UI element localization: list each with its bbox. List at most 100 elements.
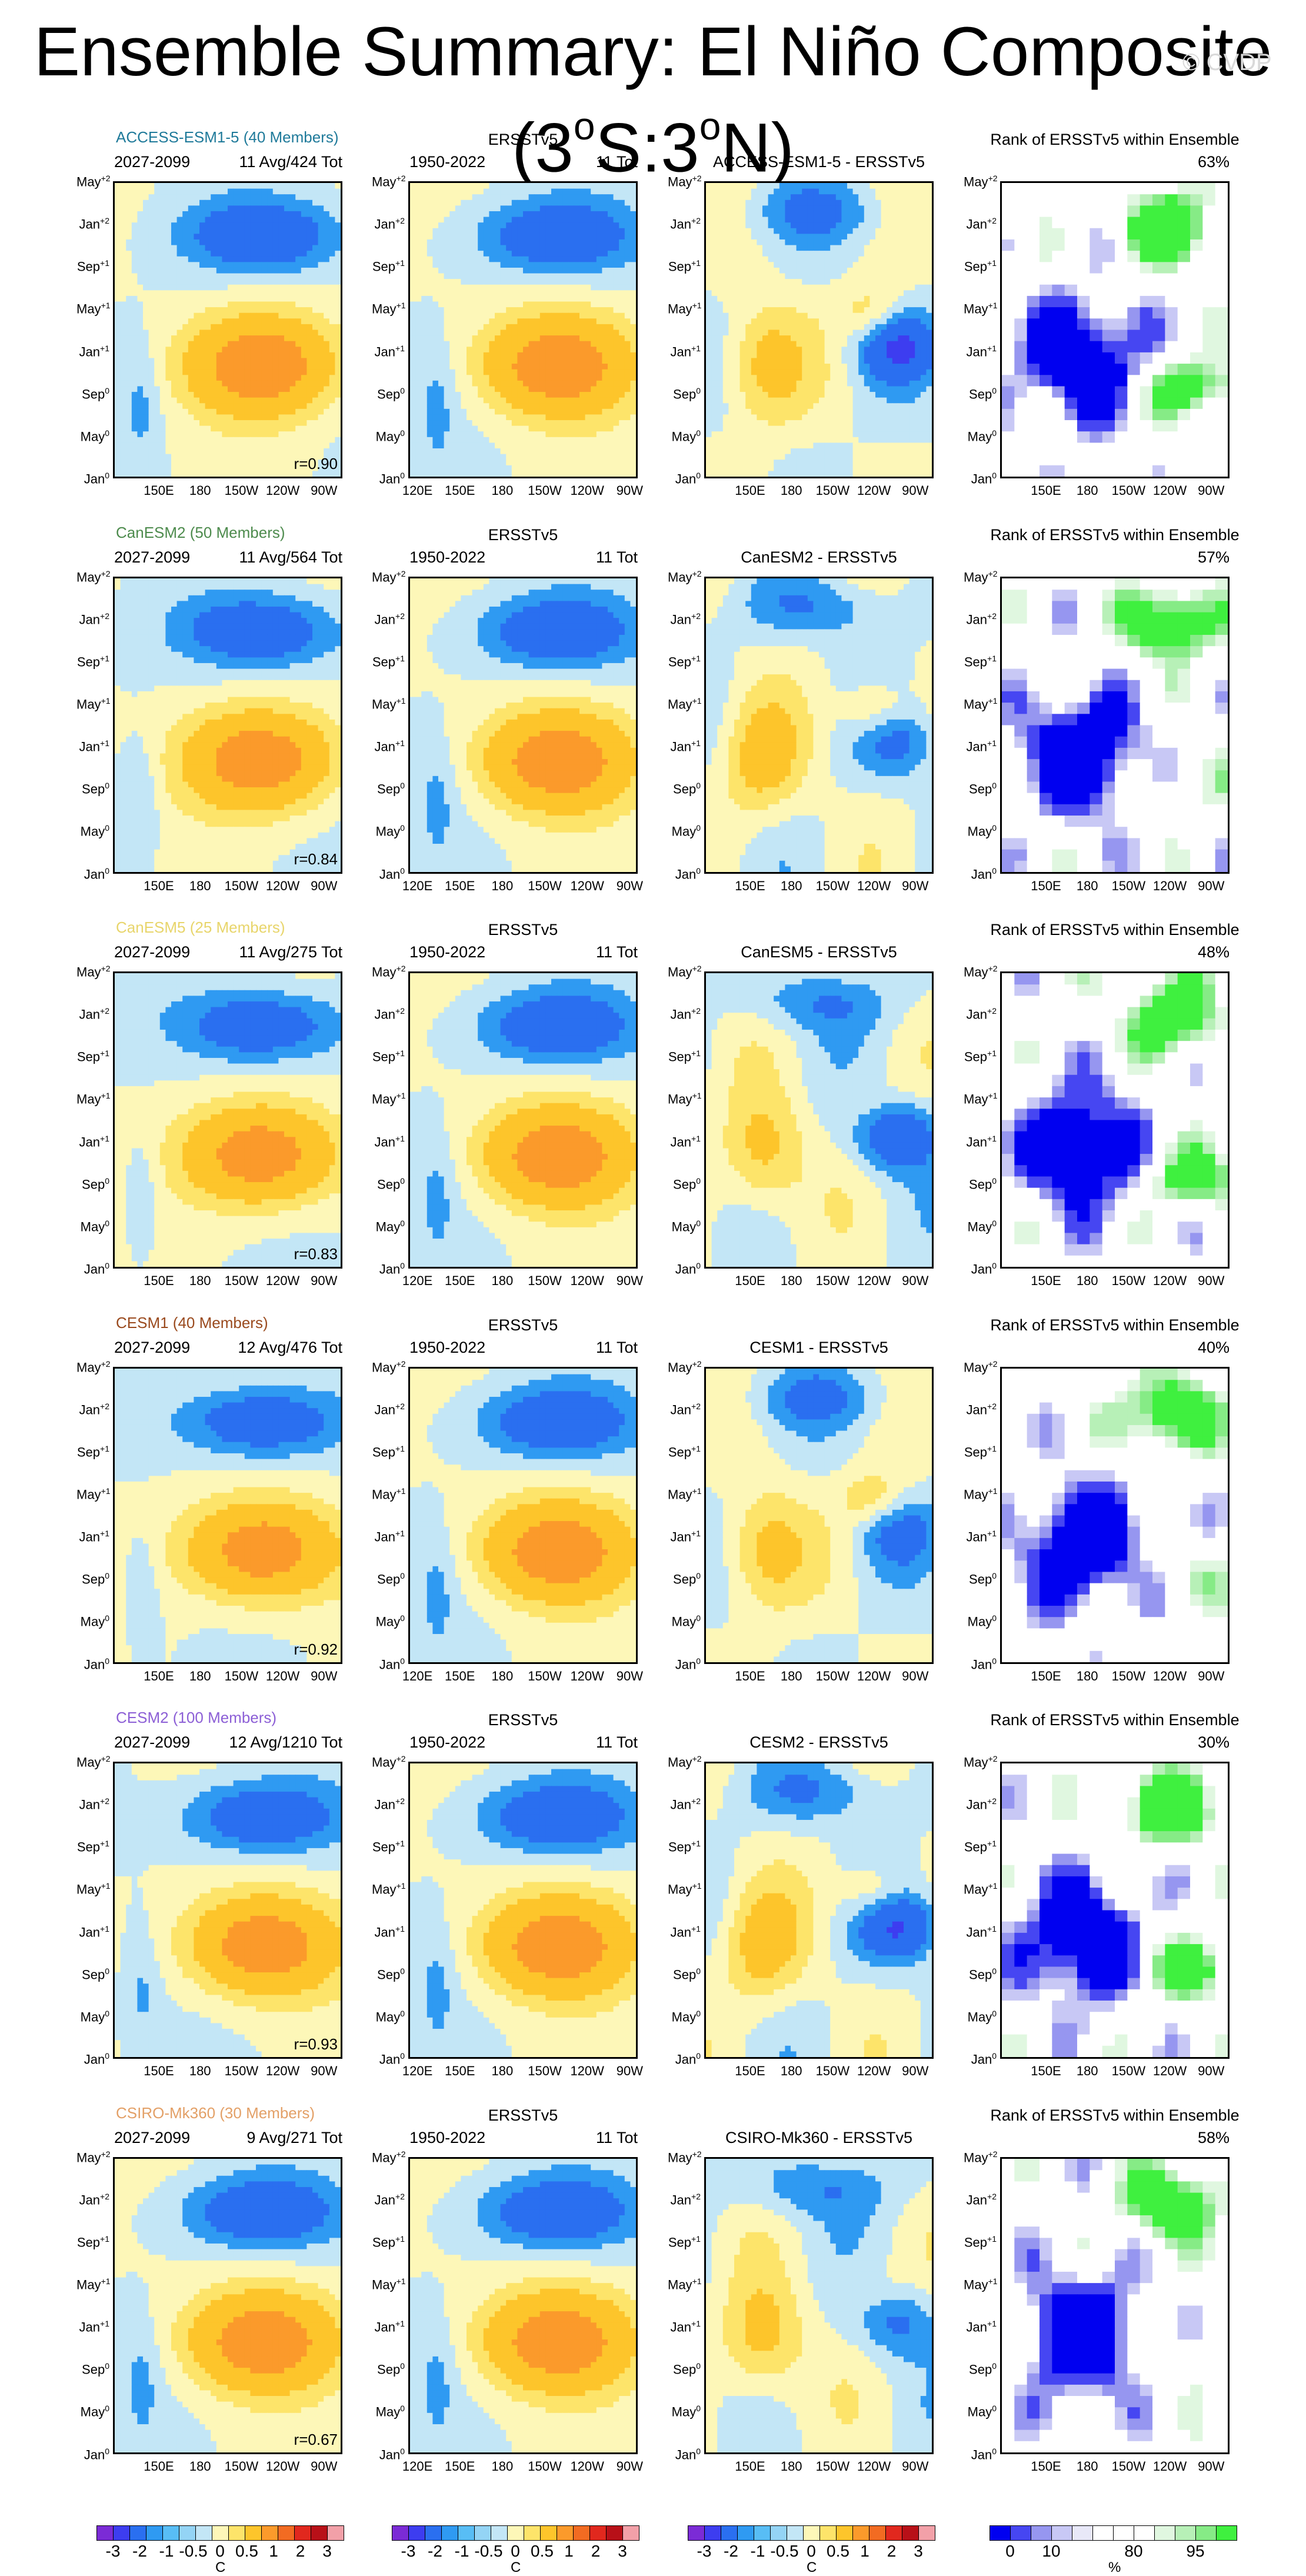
model-cell bbox=[126, 426, 132, 432]
obs-cell bbox=[449, 347, 455, 352]
model-cell bbox=[143, 222, 149, 228]
diff-cell bbox=[797, 194, 802, 200]
model-cell bbox=[160, 398, 166, 404]
obs-cell bbox=[551, 392, 557, 398]
model-cell bbox=[222, 234, 228, 239]
diff-cell bbox=[864, 222, 870, 228]
obs-cell bbox=[534, 364, 540, 370]
obs-cell bbox=[512, 245, 518, 251]
obs-cell bbox=[484, 245, 489, 251]
model-cell bbox=[234, 239, 239, 245]
model-cell bbox=[205, 341, 211, 347]
diff-cell bbox=[717, 262, 723, 268]
model-cell bbox=[149, 296, 155, 302]
model-cell bbox=[121, 454, 126, 460]
model-cell bbox=[222, 274, 228, 279]
model-cell bbox=[199, 335, 205, 341]
diff-cell bbox=[785, 257, 791, 262]
obs-cell bbox=[427, 448, 433, 454]
obs-cell bbox=[444, 211, 450, 217]
diff-cell bbox=[898, 262, 904, 268]
obs-cell bbox=[625, 307, 631, 313]
model-cell bbox=[115, 335, 121, 341]
model-cell bbox=[216, 437, 222, 443]
obs-cell bbox=[432, 431, 438, 437]
model-cell bbox=[137, 431, 143, 437]
diff-cell bbox=[757, 228, 762, 234]
diff-cell bbox=[774, 234, 779, 239]
model-cell bbox=[143, 414, 149, 420]
model-cell bbox=[278, 257, 284, 262]
model-cell bbox=[290, 335, 296, 341]
model-cell bbox=[256, 285, 262, 291]
obs-cell bbox=[630, 442, 636, 448]
model-cell bbox=[205, 205, 211, 211]
obs-cell bbox=[438, 189, 444, 195]
model-cell bbox=[132, 471, 138, 477]
model-cell bbox=[295, 352, 301, 358]
diff-cell bbox=[768, 257, 774, 262]
obs-cell bbox=[625, 347, 631, 352]
model-cell bbox=[182, 251, 188, 257]
diff-cell bbox=[853, 262, 859, 268]
obs-cell bbox=[438, 454, 444, 460]
model-cell bbox=[222, 318, 228, 324]
obs-cell bbox=[416, 307, 422, 313]
diff-cell bbox=[887, 211, 892, 217]
model-cell bbox=[177, 268, 183, 274]
diff-cell bbox=[751, 189, 757, 195]
model-cell bbox=[171, 211, 177, 217]
model-cell bbox=[199, 414, 205, 420]
diff-cell bbox=[904, 239, 909, 245]
diff-cell bbox=[864, 228, 870, 234]
diff-cell bbox=[892, 217, 898, 223]
model-cell bbox=[329, 296, 335, 302]
obs-cell bbox=[608, 403, 614, 409]
obs-cell bbox=[495, 392, 501, 398]
diff-cell bbox=[779, 262, 785, 268]
obs-cell bbox=[568, 370, 574, 375]
diff-cell bbox=[881, 222, 887, 228]
model-cell bbox=[143, 364, 149, 370]
obs-cell bbox=[438, 279, 444, 285]
model-cell bbox=[273, 239, 279, 245]
obs-cell bbox=[501, 341, 507, 347]
obs-cell bbox=[579, 251, 585, 257]
model-cell bbox=[318, 262, 324, 268]
model-cell bbox=[306, 358, 312, 364]
diff-cell bbox=[757, 262, 762, 268]
obs-cell bbox=[534, 330, 540, 336]
obs-cell bbox=[432, 296, 438, 302]
diff-cell bbox=[751, 251, 757, 257]
model-cell bbox=[295, 431, 301, 437]
model-cell bbox=[234, 352, 239, 358]
model-cell bbox=[234, 200, 239, 206]
obs-cell bbox=[432, 211, 438, 217]
obs-cell bbox=[574, 448, 579, 454]
model-cell bbox=[295, 245, 301, 251]
model-cell bbox=[194, 330, 199, 336]
obs-cell bbox=[517, 245, 523, 251]
model-cell bbox=[312, 375, 318, 381]
obs-cell bbox=[421, 381, 427, 387]
obs-cell bbox=[562, 307, 568, 313]
obs-cell bbox=[432, 330, 438, 336]
diff-cell bbox=[864, 239, 870, 245]
obs-cell bbox=[506, 262, 512, 268]
diff-cell bbox=[751, 262, 757, 268]
model-cell bbox=[250, 431, 256, 437]
obs-cell bbox=[545, 217, 551, 223]
obs-cell bbox=[421, 251, 427, 257]
diff-cell bbox=[797, 274, 802, 279]
obs-cell bbox=[472, 268, 478, 274]
diff-cell bbox=[723, 285, 729, 291]
diff-cell bbox=[797, 189, 802, 195]
obs-cell bbox=[467, 386, 472, 392]
obs-cell bbox=[427, 189, 433, 195]
model-cell bbox=[290, 358, 296, 364]
diff-cell bbox=[813, 222, 819, 228]
obs-cell bbox=[614, 448, 619, 454]
obs-cell bbox=[619, 364, 625, 370]
obs-cell bbox=[534, 296, 540, 302]
obs-cell bbox=[574, 307, 579, 313]
